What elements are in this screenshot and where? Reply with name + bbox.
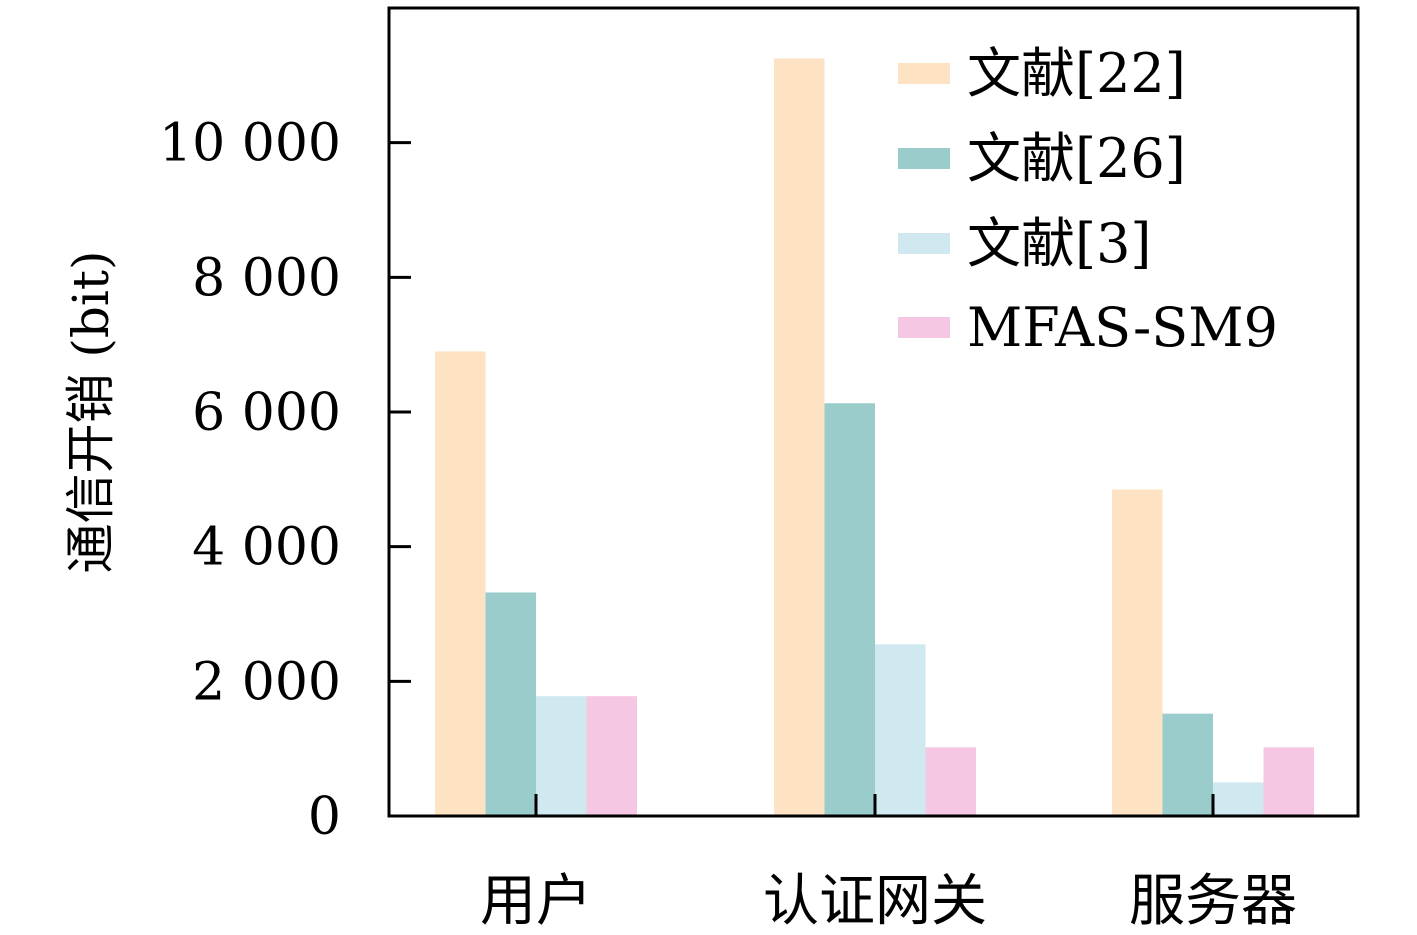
y-tick-label: 4 000: [192, 518, 341, 578]
legend-swatch-3: [898, 317, 950, 338]
bar-2-2: [1213, 782, 1264, 816]
legend-swatch-1: [898, 148, 950, 169]
y-tick-label: 2 000: [192, 652, 341, 712]
bar-1-1: [824, 403, 875, 816]
y-tick-label: 10 000: [159, 114, 341, 174]
x-tick-label: 服务器: [1129, 869, 1297, 934]
legend-label-3: MFAS-SM9: [967, 296, 1278, 359]
y-tick-label: 0: [308, 787, 341, 847]
bar-2-1: [875, 644, 926, 816]
legend-label-2: 文献[3]: [967, 212, 1152, 275]
bar-0-0: [435, 351, 486, 816]
y-axis-title: 通信开销 (bit): [62, 251, 120, 574]
legend-label-1: 文献[26]: [967, 127, 1186, 190]
y-axis: 0 2 000 4 000 6 000 8 000 10 000: [159, 114, 411, 847]
x-tick-label: 认证网关: [763, 869, 987, 934]
bar-1-2: [1162, 713, 1213, 816]
bar-1-0: [485, 592, 536, 816]
bar-0-2: [1112, 489, 1163, 816]
bar-3-2: [1263, 747, 1314, 816]
x-axis: 用户 认证网关 服务器: [480, 794, 1297, 934]
x-tick-label: 用户: [480, 869, 592, 934]
legend: 文献[22] 文献[26] 文献[3] MFAS-SM9: [898, 42, 1278, 359]
legend-swatch-0: [898, 63, 950, 84]
y-tick-label: 8 000: [192, 248, 341, 308]
bar-2-0: [536, 696, 587, 816]
bar-3-1: [925, 747, 976, 816]
bar-3-0: [586, 696, 637, 816]
y-tick-label: 6 000: [192, 383, 341, 443]
legend-swatch-2: [898, 233, 950, 254]
bars-group: [435, 58, 1314, 816]
bar-0-1: [774, 58, 825, 816]
legend-label-0: 文献[22]: [967, 42, 1186, 105]
